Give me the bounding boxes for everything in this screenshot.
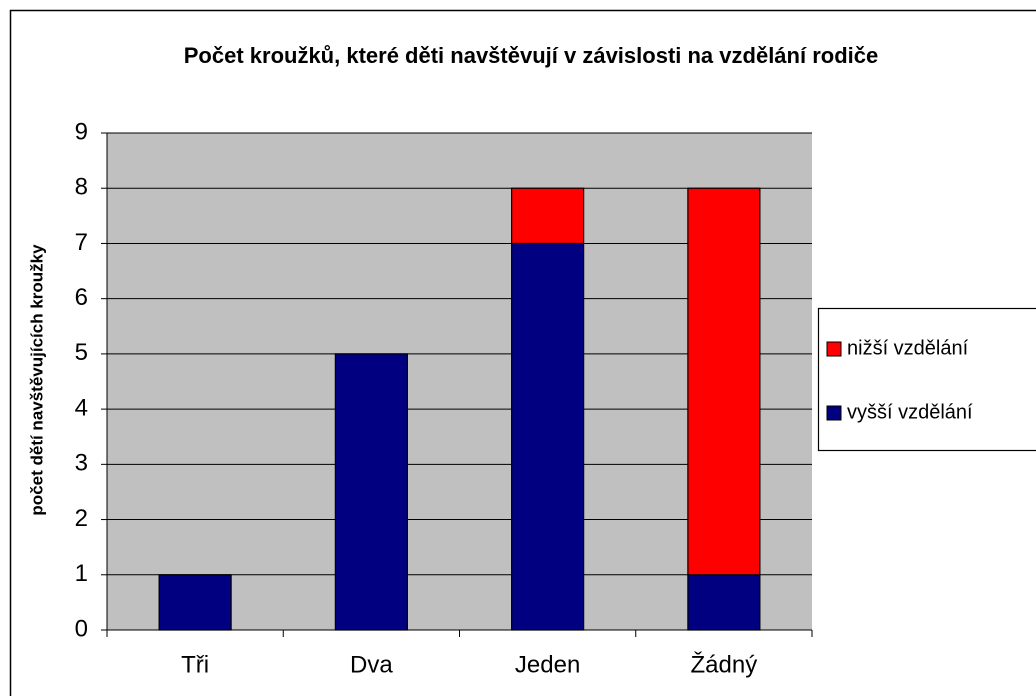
legend-label: nižší vzdělání (847, 337, 969, 359)
legend-box (817, 307, 1036, 452)
chart-title: Počet kroužků, které děti navštěvují v z… (183, 43, 879, 68)
x-tick-label: Dva (350, 651, 393, 678)
legend-swatch (826, 405, 842, 421)
y-axis-label: počet dětí navštěvujících kroužky (27, 244, 46, 516)
y-tick-label: 6 (75, 284, 88, 311)
y-tick-label: 1 (75, 560, 88, 587)
y-tick-label: 2 (75, 505, 88, 532)
bar-segment (687, 574, 761, 631)
y-tick-label: 0 (75, 615, 88, 642)
y-tick-label: 9 (75, 118, 88, 145)
bar-segment (511, 187, 585, 245)
bar-segment (158, 574, 232, 631)
bar-segment (511, 242, 585, 631)
y-tick-label: 5 (75, 339, 88, 366)
bar-segment (687, 187, 761, 576)
legend-swatch (826, 341, 842, 357)
y-tick-label: 8 (75, 174, 88, 201)
y-tick-label: 4 (75, 394, 88, 421)
y-tick-label: 3 (75, 450, 88, 477)
x-tick-label: Žádný (691, 651, 758, 678)
y-tick-label: 7 (75, 229, 88, 256)
x-tick-label: Jeden (515, 651, 580, 678)
bar-segment (334, 353, 408, 631)
legend-label: vyšší vzdělání (847, 401, 973, 423)
x-tick-label: Tři (181, 651, 209, 678)
